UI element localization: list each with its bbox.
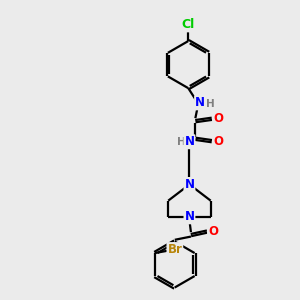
Text: N: N	[195, 96, 205, 110]
Text: N: N	[184, 178, 194, 191]
Text: O: O	[213, 135, 223, 148]
Text: H: H	[206, 99, 214, 110]
Text: O: O	[213, 112, 223, 125]
Text: Br: Br	[167, 243, 182, 256]
Text: H: H	[177, 137, 186, 147]
Text: N: N	[184, 135, 194, 148]
Text: N: N	[184, 210, 194, 223]
Text: Cl: Cl	[182, 18, 195, 32]
Text: O: O	[208, 225, 218, 238]
